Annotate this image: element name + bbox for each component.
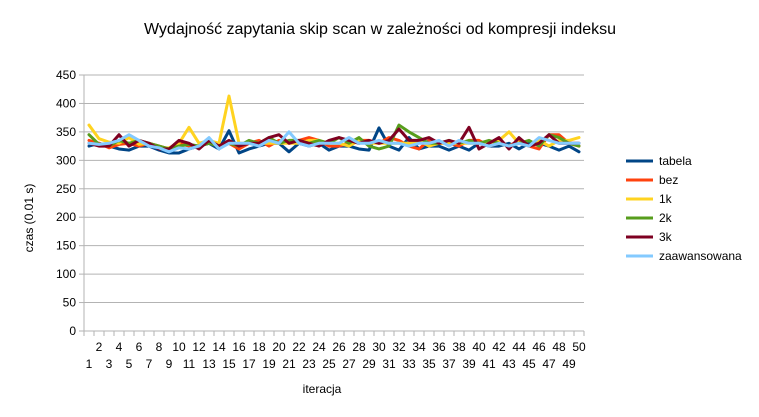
x-tick-label: 35	[422, 357, 436, 371]
x-tick-label: 38	[452, 340, 466, 354]
x-tick-label: 20	[272, 340, 286, 354]
legend-label: 2k	[659, 211, 673, 225]
x-tick-label: 37	[442, 357, 456, 371]
x-tick-label: 19	[262, 357, 276, 371]
x-tick-label: 33	[402, 357, 416, 371]
x-tick-label: 18	[252, 340, 266, 354]
x-tick-label: 27	[342, 357, 356, 371]
y-tick-label: 350	[56, 125, 76, 139]
y-tick-label: 150	[56, 239, 76, 253]
x-tick-label: 50	[572, 340, 586, 354]
x-tick-label: 40	[472, 340, 486, 354]
y-axis: 0 50 100 150 200 250 300 350 400 450	[56, 68, 85, 338]
x-tick-label: 2	[96, 340, 103, 354]
x-tick-label: 42	[492, 340, 506, 354]
x-tick-label: 43	[502, 357, 516, 371]
x-tick-label: 30	[372, 340, 386, 354]
x-tick-label: 13	[202, 357, 216, 371]
x-tick-label: 5	[126, 357, 133, 371]
x-tick-label: 10	[172, 340, 186, 354]
x-tick-label: 49	[562, 357, 576, 371]
x-tick-label: 23	[302, 357, 316, 371]
x-tick-label: 25	[322, 357, 336, 371]
x-tick-label: 34	[412, 340, 426, 354]
y-tick-label: 200	[56, 210, 76, 224]
x-tick-label: 15	[222, 357, 236, 371]
x-tick-label: 16	[232, 340, 246, 354]
x-tick-label: 29	[362, 357, 376, 371]
x-tick-label: 21	[282, 357, 296, 371]
series-line-3k	[87, 125, 581, 151]
y-tick-label: 50	[63, 296, 77, 310]
x-tick-label: 41	[482, 357, 496, 371]
x-tick-label: 22	[292, 340, 306, 354]
y-tick-label: 0	[69, 324, 76, 338]
x-tick-label: 14	[212, 340, 226, 354]
x-tick-label: 9	[166, 357, 173, 371]
legend-label: bez	[659, 173, 678, 187]
legend-label: 1k	[659, 192, 673, 206]
x-tick-label: 11	[183, 357, 196, 371]
x-tick-label: 47	[542, 357, 556, 371]
legend-label: 3k	[659, 230, 673, 244]
x-tick-label: 44	[512, 340, 526, 354]
x-tick-label: 46	[532, 340, 546, 354]
chart-title: Wydajność zapytania skip scan w zależnoś…	[144, 21, 616, 38]
x-tick-label: 1	[86, 357, 93, 371]
y-axis-label: czas (0.01 s)	[22, 184, 36, 253]
x-tick-label: 17	[242, 357, 256, 371]
y-tick-label: 250	[56, 182, 76, 196]
legend: tabela bez 1k 2k 3k zaawansowana	[626, 154, 742, 263]
x-tick-label: 12	[192, 340, 206, 354]
y-tick-label: 300	[56, 153, 76, 167]
x-tick-label: 39	[462, 357, 476, 371]
x-tick-label: 31	[382, 357, 396, 371]
legend-label: tabela	[659, 154, 692, 168]
x-tick-label: 4	[116, 340, 123, 354]
x-tick-label: 6	[136, 340, 143, 354]
gridlines	[84, 74, 584, 332]
x-tick-label: 28	[352, 340, 366, 354]
series-line-zaawansowana	[87, 130, 581, 154]
x-tick-label: 36	[432, 340, 446, 354]
x-tick-label: 45	[522, 357, 536, 371]
x-tick-label: 3	[106, 357, 113, 371]
x-axis-label: iteracja	[303, 382, 342, 396]
x-tick-label: 7	[146, 357, 153, 371]
x-tick-label: 8	[156, 340, 163, 354]
x-axis: 1234567891011121314151617181920212223242…	[83, 330, 586, 371]
x-tick-label: 26	[332, 340, 346, 354]
x-tick-label: 48	[552, 340, 566, 354]
plot-area	[87, 94, 581, 155]
x-tick-label: 24	[312, 340, 326, 354]
series-line-tabela	[87, 126, 581, 155]
y-tick-label: 400	[56, 96, 76, 110]
y-tick-label: 450	[56, 68, 76, 82]
y-tick-label: 100	[56, 267, 76, 281]
x-tick-label: 32	[392, 340, 406, 354]
legend-label: zaawansowana	[659, 249, 742, 263]
